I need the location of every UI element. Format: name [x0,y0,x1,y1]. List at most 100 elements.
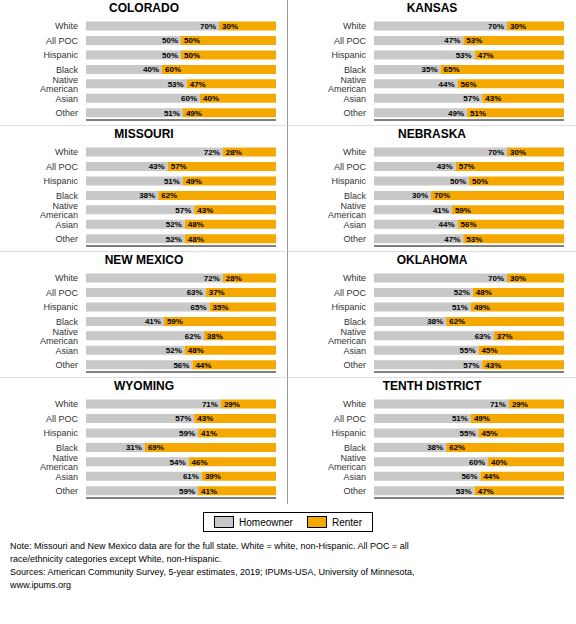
svg-text:Asian: Asian [55,472,78,482]
svg-text:Hispanic: Hispanic [43,302,78,312]
svg-text:65%: 65% [190,303,206,312]
svg-text:45%: 45% [482,346,498,355]
svg-text:53%: 53% [456,487,472,496]
svg-text:Hispanic: Hispanic [331,428,366,438]
svg-text:59%: 59% [167,317,183,326]
svg-text:Black: Black [344,443,367,453]
svg-text:45%: 45% [482,429,498,438]
svg-text:NativeAmerican: NativeAmerican [40,327,78,346]
svg-text:Black: Black [56,317,79,327]
svg-text:48%: 48% [188,220,204,229]
svg-text:48%: 48% [188,346,204,355]
svg-text:NativeAmerican: NativeAmerican [40,453,78,472]
svg-text:52%: 52% [166,235,182,244]
svg-text:Asian: Asian [55,220,78,230]
svg-text:47%: 47% [444,235,460,244]
svg-text:28%: 28% [226,148,242,157]
svg-text:53%: 53% [168,80,184,89]
svg-text:Black: Black [56,191,79,201]
svg-text:All POC: All POC [46,36,79,46]
svg-text:43%: 43% [197,414,213,423]
svg-text:70%: 70% [488,148,504,157]
svg-text:41%: 41% [145,317,161,326]
svg-text:48%: 48% [188,235,204,244]
svg-text:37%: 37% [497,332,513,341]
svg-text:30%: 30% [222,22,238,31]
svg-text:71%: 71% [490,400,506,409]
svg-text:57%: 57% [171,162,187,171]
svg-text:55%: 55% [459,346,475,355]
svg-text:62%: 62% [161,191,177,200]
svg-text:56%: 56% [461,472,477,481]
svg-text:56%: 56% [461,220,477,229]
svg-text:50%: 50% [162,51,178,60]
svg-text:71%: 71% [202,400,218,409]
svg-text:47%: 47% [478,51,494,60]
svg-text:51%: 51% [452,414,468,423]
svg-text:44%: 44% [439,220,455,229]
svg-text:62%: 62% [449,443,465,452]
svg-text:60%: 60% [469,458,485,467]
svg-text:NativeAmerican: NativeAmerican [40,75,78,94]
svg-text:All POC: All POC [334,414,367,424]
svg-text:White: White [343,399,366,409]
svg-text:White: White [55,399,78,409]
svg-text:38%: 38% [207,332,223,341]
svg-text:70%: 70% [200,22,216,31]
svg-text:White: White [55,273,78,283]
svg-text:Black: Black [56,65,79,75]
svg-text:Hispanic: Hispanic [331,50,366,60]
svg-text:Other: Other [343,234,366,244]
svg-text:31%: 31% [126,443,142,452]
svg-text:White: White [343,273,366,283]
svg-text:52%: 52% [166,220,182,229]
svg-text:Black: Black [56,443,79,453]
svg-text:57%: 57% [463,361,479,370]
svg-text:65%: 65% [444,65,460,74]
svg-text:White: White [55,147,78,157]
svg-text:All POC: All POC [334,36,367,46]
svg-text:54%: 54% [170,458,186,467]
svg-text:49%: 49% [448,109,464,118]
svg-text:Other: Other [55,360,78,370]
svg-text:41%: 41% [433,206,449,215]
svg-text:40%: 40% [491,458,507,467]
svg-text:51%: 51% [164,109,180,118]
svg-text:50%: 50% [472,177,488,186]
svg-text:30%: 30% [510,274,526,283]
svg-text:White: White [343,21,366,31]
svg-text:Asian: Asian [343,94,366,104]
svg-text:Other: Other [343,108,366,118]
svg-text:47%: 47% [190,80,206,89]
svg-text:59%: 59% [179,487,195,496]
svg-text:All POC: All POC [334,288,367,298]
svg-text:40%: 40% [143,65,159,74]
svg-text:NativeAmerican: NativeAmerican [328,201,366,220]
svg-text:White: White [343,147,366,157]
svg-text:47%: 47% [478,487,494,496]
svg-text:Asian: Asian [55,94,78,104]
svg-text:All POC: All POC [46,162,79,172]
svg-text:41%: 41% [201,429,217,438]
svg-text:53%: 53% [466,235,482,244]
svg-text:47%: 47% [444,36,460,45]
svg-text:41%: 41% [201,487,217,496]
svg-text:57%: 57% [175,414,191,423]
svg-text:40%: 40% [203,94,219,103]
svg-text:49%: 49% [474,303,490,312]
svg-text:Black: Black [344,317,367,327]
svg-text:NativeAmerican: NativeAmerican [328,327,366,346]
svg-text:43%: 43% [149,162,165,171]
svg-text:70%: 70% [488,22,504,31]
svg-text:NativeAmerican: NativeAmerican [328,453,366,472]
svg-text:30%: 30% [510,22,526,31]
svg-text:38%: 38% [427,443,443,452]
svg-text:53%: 53% [456,51,472,60]
svg-text:43%: 43% [485,361,501,370]
svg-text:72%: 72% [204,274,220,283]
svg-text:59%: 59% [455,206,471,215]
svg-text:50%: 50% [162,36,178,45]
svg-text:All POC: All POC [334,162,367,172]
svg-text:59%: 59% [179,429,195,438]
svg-text:52%: 52% [166,346,182,355]
